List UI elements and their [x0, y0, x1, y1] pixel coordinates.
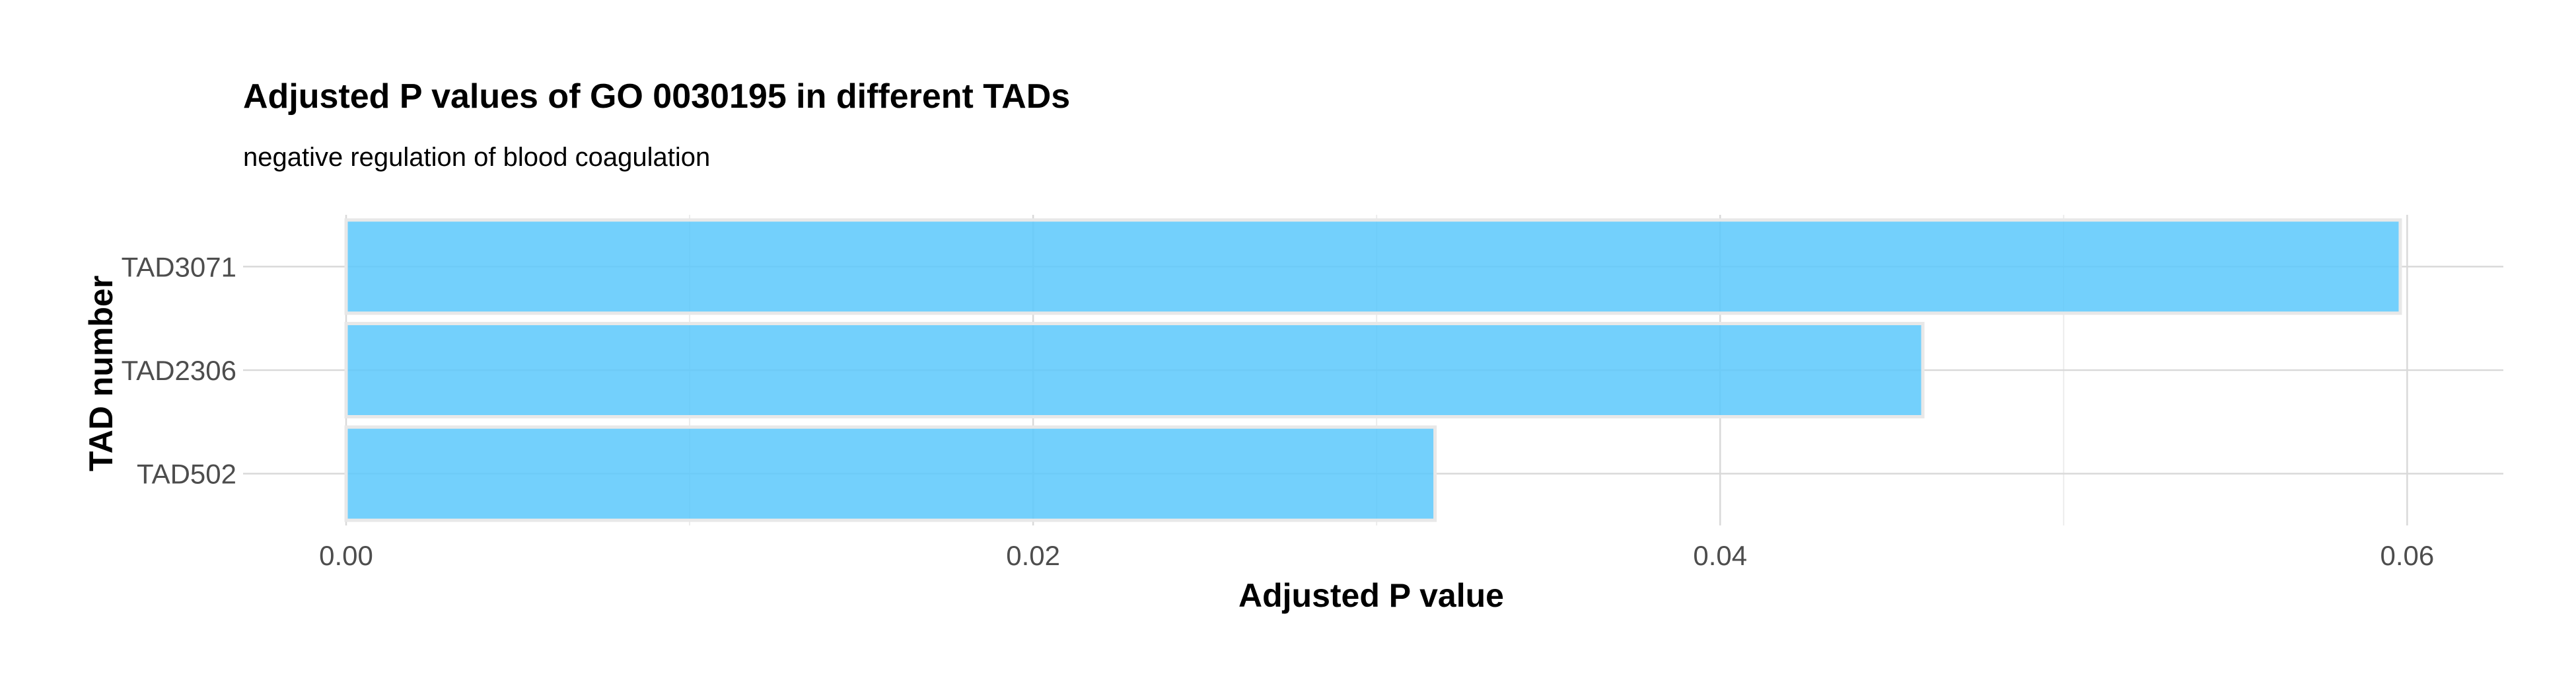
y-tick-label: TAD502 [137, 459, 236, 490]
bar-tad3071 [344, 218, 2402, 315]
x-tick-label: 0.02 [1006, 540, 1060, 571]
bars [344, 218, 2402, 522]
y-tick-label: TAD3071 [122, 251, 236, 282]
bar-tad502 [344, 425, 1437, 522]
bar-tad2306 [344, 322, 1925, 418]
chart-title: Adjusted P values of GO 0030195 in diffe… [243, 77, 1070, 116]
x-axis-ticks: 0.00 0.02 0.04 0.06 [319, 540, 2434, 571]
y-axis-title: TAD number [83, 276, 120, 471]
x-tick-label: 0.04 [1693, 540, 1747, 571]
x-tick-label: 0.00 [319, 540, 373, 571]
y-tick-label: TAD2306 [122, 355, 236, 386]
x-tick-label: 0.06 [2380, 540, 2435, 571]
y-axis-ticks: TAD3071 TAD2306 TAD502 [122, 251, 236, 489]
x-axis-title: Adjusted P value [1238, 577, 1504, 614]
chart-subtitle: negative regulation of blood coagulation [243, 143, 710, 172]
